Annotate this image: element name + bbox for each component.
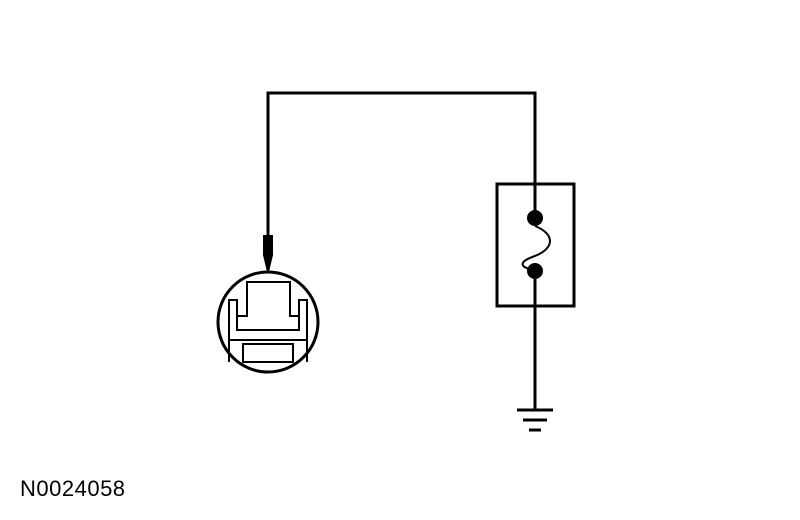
test-lead-wire <box>266 91 537 236</box>
ground-icon <box>517 408 553 432</box>
fuse-icon <box>495 182 576 308</box>
figure-id-label: N0024058 <box>20 476 126 501</box>
circular-connector-icon <box>216 270 320 374</box>
